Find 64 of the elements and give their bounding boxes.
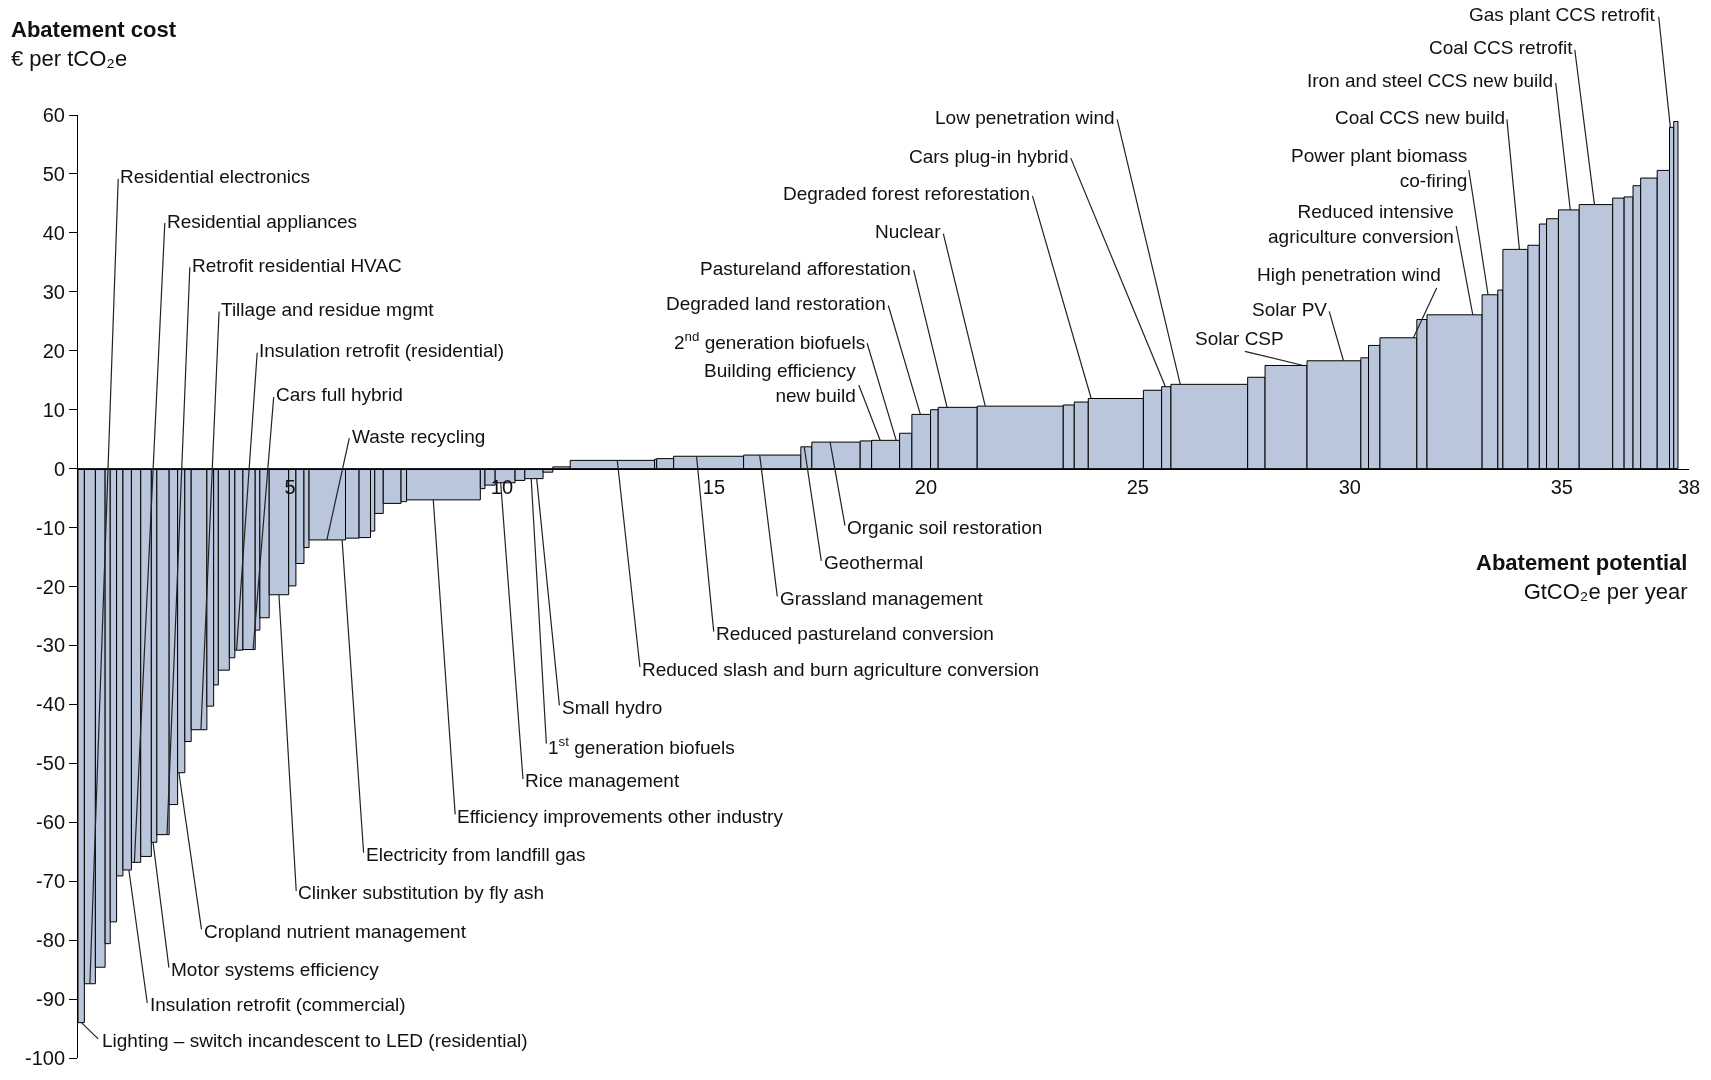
annotation: Efficiency improvements other industry — [457, 806, 784, 827]
annotation: Rice management — [525, 770, 680, 791]
y-axis-title: Abatement cost € per tCO₂e — [11, 17, 177, 71]
annotation: Reduced intensive agriculture conversion — [1268, 201, 1454, 247]
y-tick-label: -20 — [36, 575, 65, 598]
annotation: Organic soil restoration — [847, 517, 1043, 538]
annotation: Tillage and residue mgmt — [221, 299, 435, 320]
y-tick-label: -100 — [24, 1047, 65, 1069]
y-tick-label: 60 — [42, 104, 65, 126]
annotation: 1$^{st}$ generation biofuels — [548, 734, 735, 758]
annotation: Clinker substitution by fly ash — [298, 882, 545, 903]
y-tick-label: 0 — [53, 457, 65, 480]
annotation: Residential appliances — [167, 211, 358, 232]
annotation: Retrofit residential HVAC — [192, 255, 402, 276]
annotation: Nuclear — [875, 221, 942, 242]
annotation: Building efficiency new build — [704, 360, 857, 406]
annotation: Degraded forest reforestation — [783, 183, 1031, 204]
y-tick-label: -70 — [36, 870, 65, 893]
y-tick-label: -50 — [36, 752, 65, 775]
annotation: Low penetration wind — [935, 107, 1115, 128]
y-tick-label: -80 — [36, 929, 65, 952]
y-tick-label: -10 — [36, 516, 65, 539]
annotation: Insulation retrofit (residential) — [259, 340, 504, 361]
annotation: Grassland management — [780, 588, 984, 609]
y-tick-label: 50 — [42, 162, 65, 185]
annotation: Coal CCS new build — [1335, 107, 1506, 128]
annotation: Lighting – switch incandescent to LED (residential) — [102, 1030, 528, 1051]
y-tick-label: 30 — [42, 280, 65, 303]
annotation: Cars plug-in hybrid — [909, 146, 1069, 167]
x-tick-label: 38 — [1677, 476, 1701, 499]
annotation: Power plant biomass co-firing — [1291, 145, 1468, 191]
annotation: High penetration wind — [1257, 264, 1441, 285]
annotation: Electricity from landfill gas — [366, 844, 586, 865]
annotation: Coal CCS retrofit — [1429, 37, 1574, 58]
annotation: Small hydro — [562, 697, 663, 718]
annotation: Iron and steel CCS new build — [1307, 70, 1554, 91]
annotation: Waste recycling — [352, 426, 486, 447]
annotation: Residential electronics — [120, 166, 311, 187]
annotation: Motor systems efficiency — [171, 959, 380, 980]
annotation: Cars full hybrid — [276, 384, 403, 405]
y-tick-label: -30 — [36, 634, 65, 657]
x-tick-label: 35 — [1550, 476, 1573, 499]
annotation: Insulation retrofit (commercial) — [150, 994, 406, 1015]
y-tick-label: 20 — [42, 339, 65, 362]
x-tick-label: 25 — [1126, 476, 1149, 499]
y-tick-label: -40 — [36, 693, 65, 716]
y-tick-label: -90 — [36, 988, 65, 1011]
y-tick-label: 40 — [42, 221, 65, 244]
annotation: Reduced pastureland conversion — [716, 623, 994, 644]
y-tick-label: 10 — [42, 398, 65, 421]
x-tick-label: 15 — [702, 476, 726, 499]
x-axis-title: Abatement potential GtCO₂e per year — [1476, 550, 1688, 604]
annotation: Cropland nutrient management — [204, 921, 467, 942]
x-tick-label: 30 — [1338, 476, 1361, 499]
annotation: Solar CSP — [1195, 328, 1284, 349]
annotation: Pastureland afforestation — [700, 258, 911, 279]
annotation: 2$^{nd}$ generation biofuels — [674, 329, 866, 353]
annotation: Degraded land restoration — [666, 293, 886, 314]
annotation: Reduced slash and burn agriculture conversion — [642, 659, 1040, 680]
annotation: Geothermal — [824, 552, 924, 573]
y-tick-label: -60 — [36, 811, 65, 834]
annotation: Gas plant CCS retrofit — [1469, 4, 1656, 25]
x-tick-label: 20 — [914, 476, 938, 499]
annotation: Solar PV — [1252, 299, 1328, 320]
